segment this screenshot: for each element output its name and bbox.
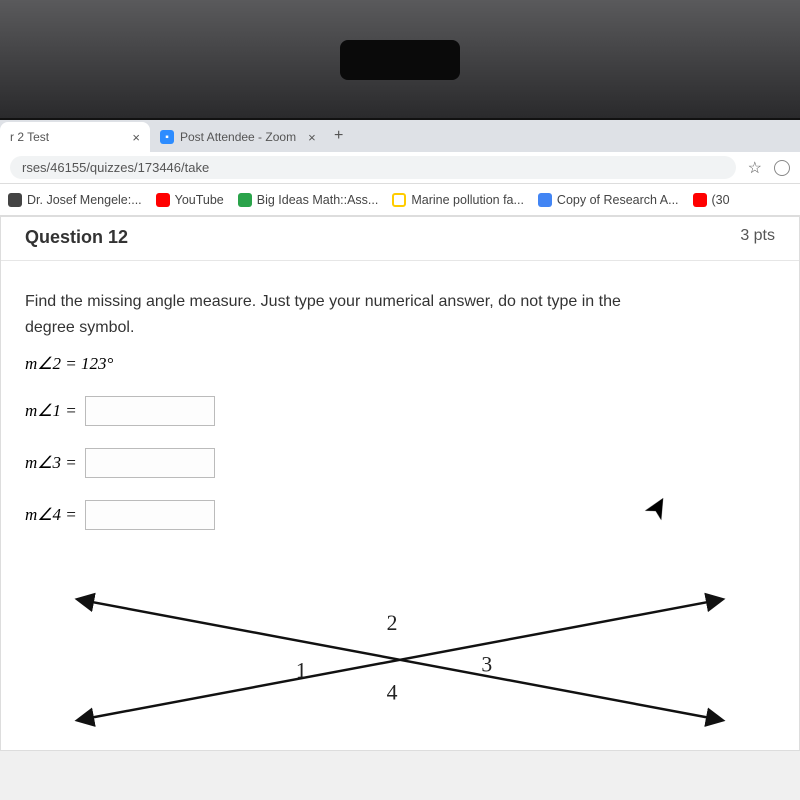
answer-input-2[interactable] — [85, 448, 215, 478]
bookmark-item[interactable]: (30 — [693, 193, 730, 207]
new-tab-button[interactable]: + — [326, 127, 352, 145]
zoom-icon: ▪ — [160, 130, 174, 144]
bookmark-item[interactable]: Marine pollution fa... — [392, 193, 524, 207]
bookmarks-bar: Dr. Josef Mengele:... YouTube Big Ideas … — [0, 184, 800, 216]
bookmark-icon — [8, 193, 22, 207]
url-bar: rses/46155/quizzes/173446/take ☆ — [0, 152, 800, 184]
docs-icon — [538, 193, 552, 207]
given-value: m∠2 = 123° — [25, 354, 775, 374]
answer-label-2: m∠3 = — [25, 453, 77, 473]
answer-label-1: m∠1 = — [25, 401, 77, 421]
svg-text:1: 1 — [296, 659, 307, 683]
youtube-icon — [693, 193, 707, 207]
url-field[interactable]: rses/46155/quizzes/173446/take — [10, 156, 736, 179]
quiz-content: Question 12 3 pts Find the missing angle… — [0, 216, 800, 751]
natgeo-icon — [392, 193, 406, 207]
answer-row-2: m∠3 = — [25, 448, 775, 478]
laptop-bezel — [0, 0, 800, 120]
close-icon[interactable]: × — [132, 130, 140, 145]
bookmark-star-icon[interactable]: ☆ — [748, 158, 762, 178]
question-prompt: Find the missing angle measure. Just typ… — [25, 289, 665, 340]
answer-input-3[interactable] — [85, 500, 215, 530]
diagram-svg: 1 2 3 4 — [25, 550, 775, 740]
tab-2[interactable]: ▪ Post Attendee - Zoom × — [150, 122, 326, 152]
question-header: Question 12 3 pts — [1, 217, 799, 261]
browser-chrome: r 2 Test × ▪ Post Attendee - Zoom × + rs… — [0, 120, 800, 751]
answer-label-3: m∠4 = — [25, 505, 77, 525]
tab-1-label: r 2 Test — [10, 130, 49, 144]
answer-input-1[interactable] — [85, 396, 215, 426]
bookmark-item[interactable]: Big Ideas Math::Ass... — [238, 193, 379, 207]
bookmark-item[interactable]: Dr. Josef Mengele:... — [8, 193, 142, 207]
extension-icon[interactable] — [774, 160, 790, 176]
bookmark-item[interactable]: Copy of Research A... — [538, 193, 679, 207]
tab-2-label: Post Attendee - Zoom — [180, 130, 296, 144]
bigideas-icon — [238, 193, 252, 207]
tab-1[interactable]: r 2 Test × — [0, 122, 150, 152]
bookmark-item[interactable]: YouTube — [156, 193, 224, 207]
svg-text:4: 4 — [387, 680, 398, 704]
camera-notch — [340, 40, 460, 80]
question-body: Find the missing angle measure. Just typ… — [1, 261, 799, 750]
tab-strip: r 2 Test × ▪ Post Attendee - Zoom × + — [0, 120, 800, 152]
svg-text:2: 2 — [387, 611, 398, 635]
url-text: rses/46155/quizzes/173446/take — [22, 160, 209, 175]
answer-row-1: m∠1 = — [25, 396, 775, 426]
angle-diagram: 1 2 3 4 — [25, 550, 775, 740]
question-number: Question 12 — [25, 227, 128, 248]
svg-text:3: 3 — [481, 653, 492, 677]
question-points: 3 pts — [740, 227, 775, 248]
close-icon[interactable]: × — [308, 130, 316, 145]
youtube-icon — [156, 193, 170, 207]
